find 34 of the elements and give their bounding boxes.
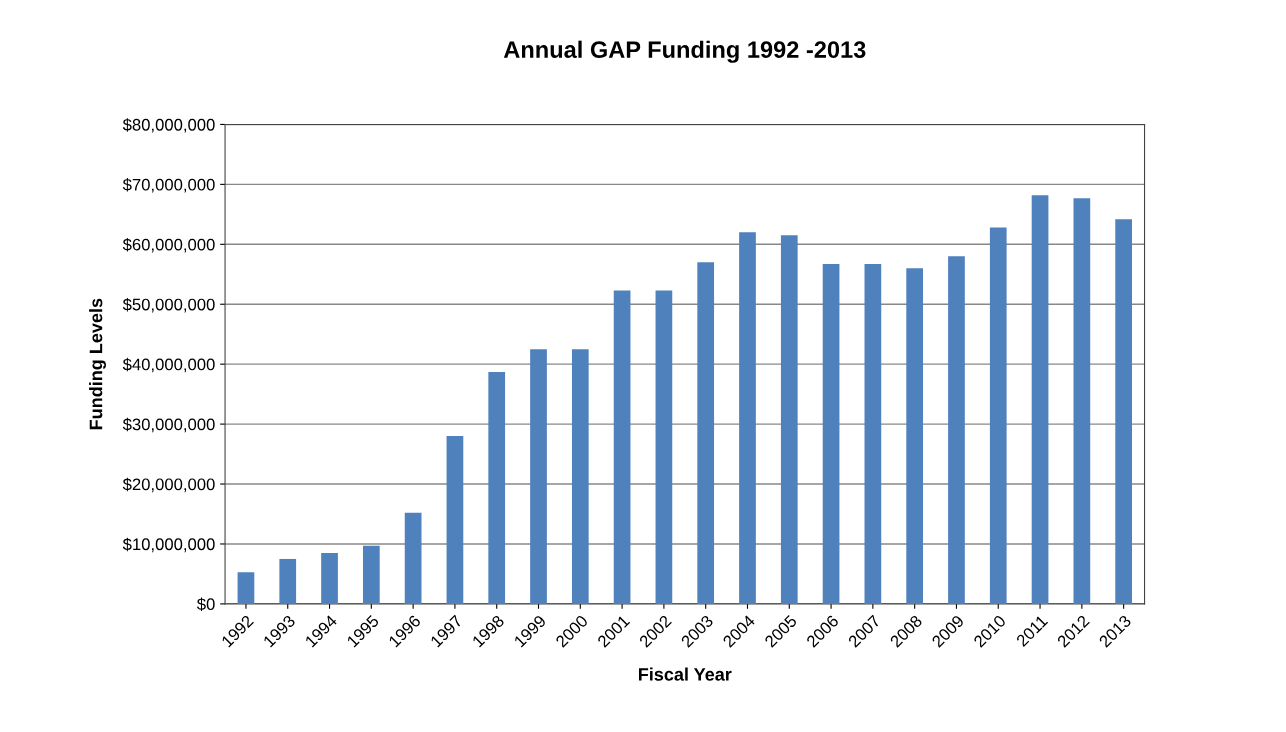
bar: [237, 572, 255, 604]
y-tick-label: $80,000,000: [122, 118, 215, 133]
y-tick-label: $30,000,000: [122, 417, 215, 433]
chart-title: Annual GAP Funding 1992 -2013: [503, 40, 866, 63]
bar: [739, 232, 756, 604]
bar: [948, 256, 965, 604]
bar: [571, 349, 589, 604]
bar: [613, 290, 631, 604]
bar: [1073, 198, 1091, 604]
x-axis-title: Fiscal Year: [638, 667, 732, 681]
bar: [1031, 195, 1049, 604]
bar: [362, 545, 380, 604]
bar: [404, 512, 422, 604]
y-tick-label: $20,000,000: [122, 477, 215, 493]
bar: [989, 227, 1007, 604]
bar: [906, 268, 924, 604]
bar: [488, 371, 506, 604]
bar: [530, 349, 547, 604]
y-tick-label: $40,000,000: [122, 357, 215, 373]
bar: [864, 264, 882, 604]
bar: [655, 290, 673, 604]
bar: [822, 264, 840, 604]
y-tick-label: $10,000,000: [122, 537, 215, 553]
y-tick-label: $50,000,000: [122, 297, 215, 313]
y-tick-label: $0: [196, 597, 215, 612]
bar: [1115, 219, 1132, 604]
bar: [279, 558, 297, 604]
y-axis-title: Funding Levels: [89, 298, 106, 430]
bar: [697, 262, 715, 604]
y-tick-label: $60,000,000: [122, 238, 215, 253]
bar: [321, 552, 338, 604]
bar: [780, 235, 798, 604]
y-tick-label: $70,000,000: [122, 178, 215, 193]
bar: [446, 436, 464, 604]
